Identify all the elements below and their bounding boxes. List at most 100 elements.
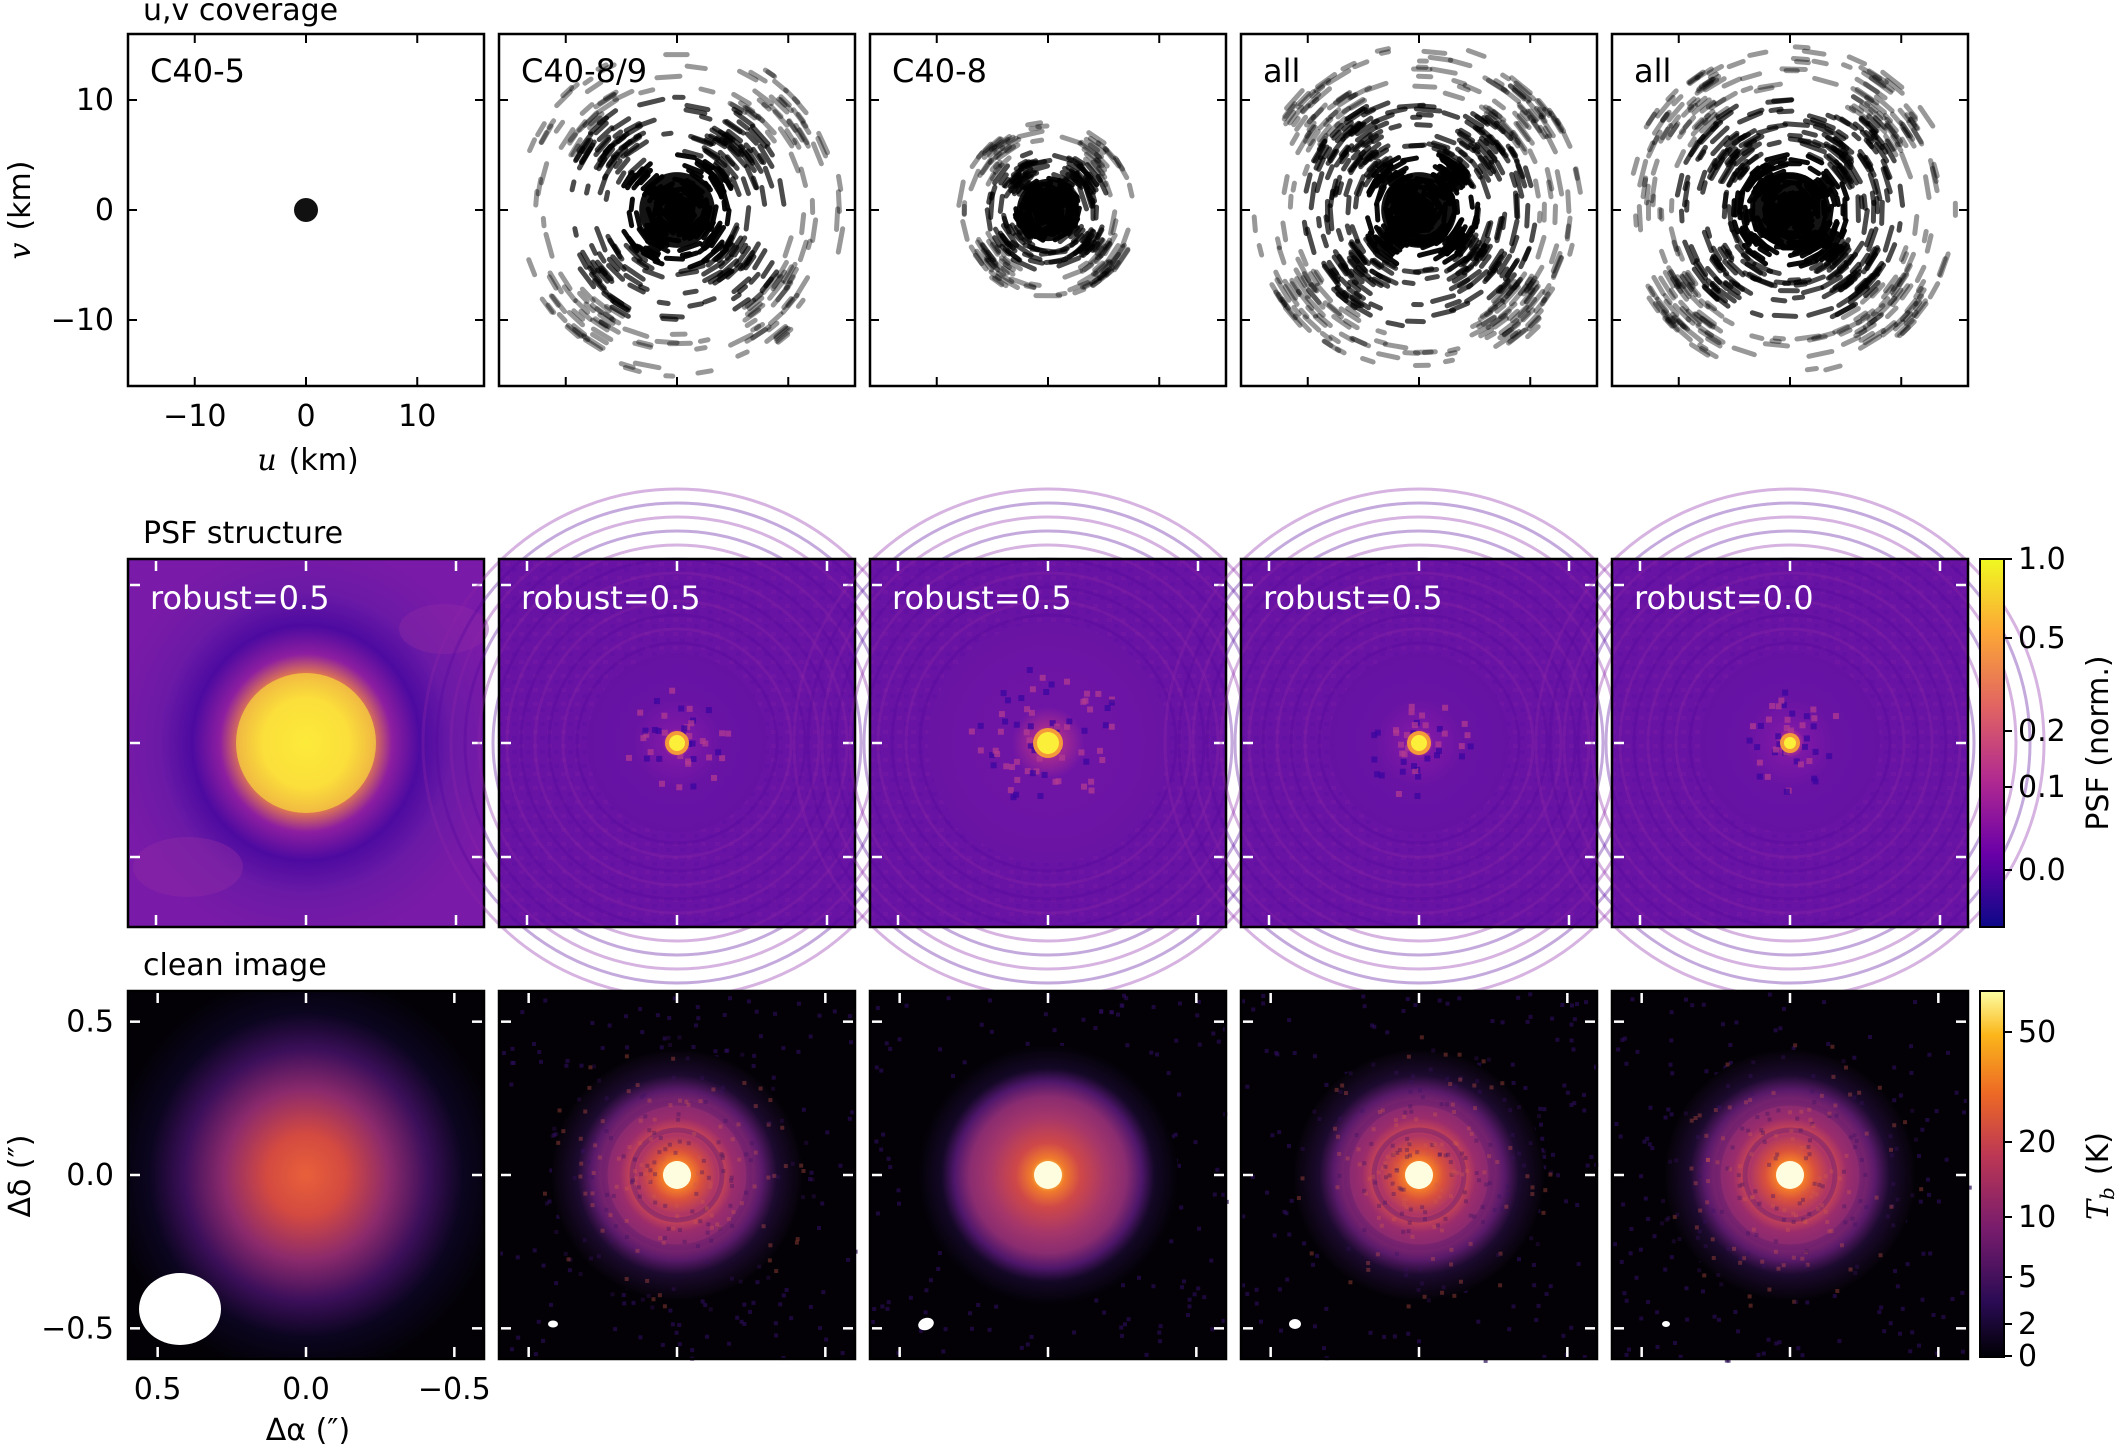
image-noise xyxy=(499,1251,504,1256)
uv-track xyxy=(1534,98,1547,112)
uv-track xyxy=(1894,141,1904,154)
uv-track xyxy=(738,100,756,114)
uv-track xyxy=(1759,165,1776,177)
uv-track xyxy=(1457,269,1482,289)
image-grain xyxy=(1833,1103,1838,1108)
image-grain xyxy=(1805,1262,1810,1267)
image-grain xyxy=(583,1174,588,1179)
uv-track xyxy=(1825,112,1837,121)
uv-track xyxy=(1480,315,1497,327)
psf-speckle xyxy=(1029,770,1036,777)
uv-track xyxy=(615,170,627,185)
uv-track xyxy=(1862,312,1884,330)
uv-track xyxy=(682,148,704,159)
uv-track xyxy=(699,113,713,122)
uv-track xyxy=(1300,275,1311,289)
psf-speckle xyxy=(1461,720,1468,727)
image-noise xyxy=(1102,1310,1107,1315)
image-noise xyxy=(784,1287,789,1292)
uv-track xyxy=(1108,209,1118,236)
uv-track xyxy=(1017,159,1038,172)
image-noise xyxy=(1302,1241,1307,1246)
uv-track xyxy=(1364,80,1389,93)
psf-speckle xyxy=(1026,667,1033,674)
image-noise xyxy=(1756,1352,1761,1357)
uv-track xyxy=(1658,122,1674,144)
image-grain xyxy=(801,1168,806,1173)
uv-track xyxy=(1512,84,1533,103)
image-grain xyxy=(1740,1126,1745,1131)
image-noise xyxy=(1931,1313,1936,1318)
coverage-tracks xyxy=(1630,44,1958,373)
image-noise xyxy=(1126,1317,1131,1322)
uv-track xyxy=(1726,259,1746,278)
image-grain xyxy=(1404,1154,1409,1159)
uv-track xyxy=(1740,71,1763,82)
image-grain xyxy=(1706,1179,1711,1184)
psf-ring xyxy=(918,613,1178,873)
uv-track xyxy=(1726,171,1738,188)
image-noise xyxy=(897,1037,902,1042)
psf-speckle xyxy=(1395,790,1402,797)
uv-track xyxy=(1059,134,1083,146)
uv-track xyxy=(1866,113,1888,135)
image-noise xyxy=(1800,1353,1805,1358)
image-noise xyxy=(1551,1152,1556,1157)
uv-track xyxy=(1035,123,1050,130)
psf-panel-label: robust=0.5 xyxy=(1263,579,1443,617)
uv-track xyxy=(1519,110,1531,122)
uv-track xyxy=(1540,291,1551,304)
image-grain xyxy=(645,1278,650,1283)
uv-track xyxy=(762,67,776,79)
uv-track xyxy=(1753,85,1775,94)
image-grain xyxy=(1795,1116,1800,1121)
beam-ellipse xyxy=(548,1320,558,1328)
uv-track xyxy=(1348,268,1365,285)
uv-track xyxy=(679,251,693,258)
uv-track xyxy=(1091,266,1113,285)
psf-speckle xyxy=(1049,720,1056,727)
image-noise xyxy=(962,1060,967,1065)
uv-track xyxy=(1494,303,1507,314)
image-noise xyxy=(1805,1300,1810,1305)
uv-track xyxy=(1677,128,1687,140)
image-grain xyxy=(1380,1166,1385,1171)
image-noise xyxy=(1516,1257,1521,1262)
uv-track xyxy=(1002,166,1025,189)
uv-track xyxy=(1514,137,1528,156)
uv-track xyxy=(581,333,606,351)
uv-track xyxy=(1692,311,1713,329)
image-noise xyxy=(1624,1298,1629,1303)
uv-track xyxy=(1675,245,1685,262)
image-noise xyxy=(876,1211,881,1216)
image-noise xyxy=(1361,994,1366,999)
uv-track xyxy=(1269,282,1287,308)
psf-speckle xyxy=(1096,747,1103,754)
uv-track xyxy=(1525,108,1539,124)
uv-track xyxy=(1859,286,1879,305)
uv-track xyxy=(1691,266,1710,289)
uv-track xyxy=(1069,232,1085,248)
uv-track xyxy=(1721,191,1729,220)
uv-track xyxy=(1505,279,1521,297)
image-grain xyxy=(572,1175,577,1180)
uv-track xyxy=(1873,141,1890,164)
uv-track xyxy=(968,168,981,192)
image-grain xyxy=(1910,1108,1915,1113)
uv-track xyxy=(712,268,735,286)
uv-track xyxy=(1709,125,1730,145)
uv-track xyxy=(1894,317,1915,338)
image-grain xyxy=(1422,1217,1427,1222)
uv-track xyxy=(1338,306,1362,323)
uv-track xyxy=(1718,264,1730,277)
psf-speckle xyxy=(1756,773,1763,780)
uv-track xyxy=(1077,185,1090,212)
uv-track xyxy=(1417,103,1437,110)
uv-track xyxy=(1714,105,1730,119)
image-grain xyxy=(639,1162,644,1167)
uv-track xyxy=(556,312,568,324)
uv-track xyxy=(638,87,656,96)
image-grain xyxy=(635,1083,640,1088)
image-grain xyxy=(1371,1127,1376,1132)
